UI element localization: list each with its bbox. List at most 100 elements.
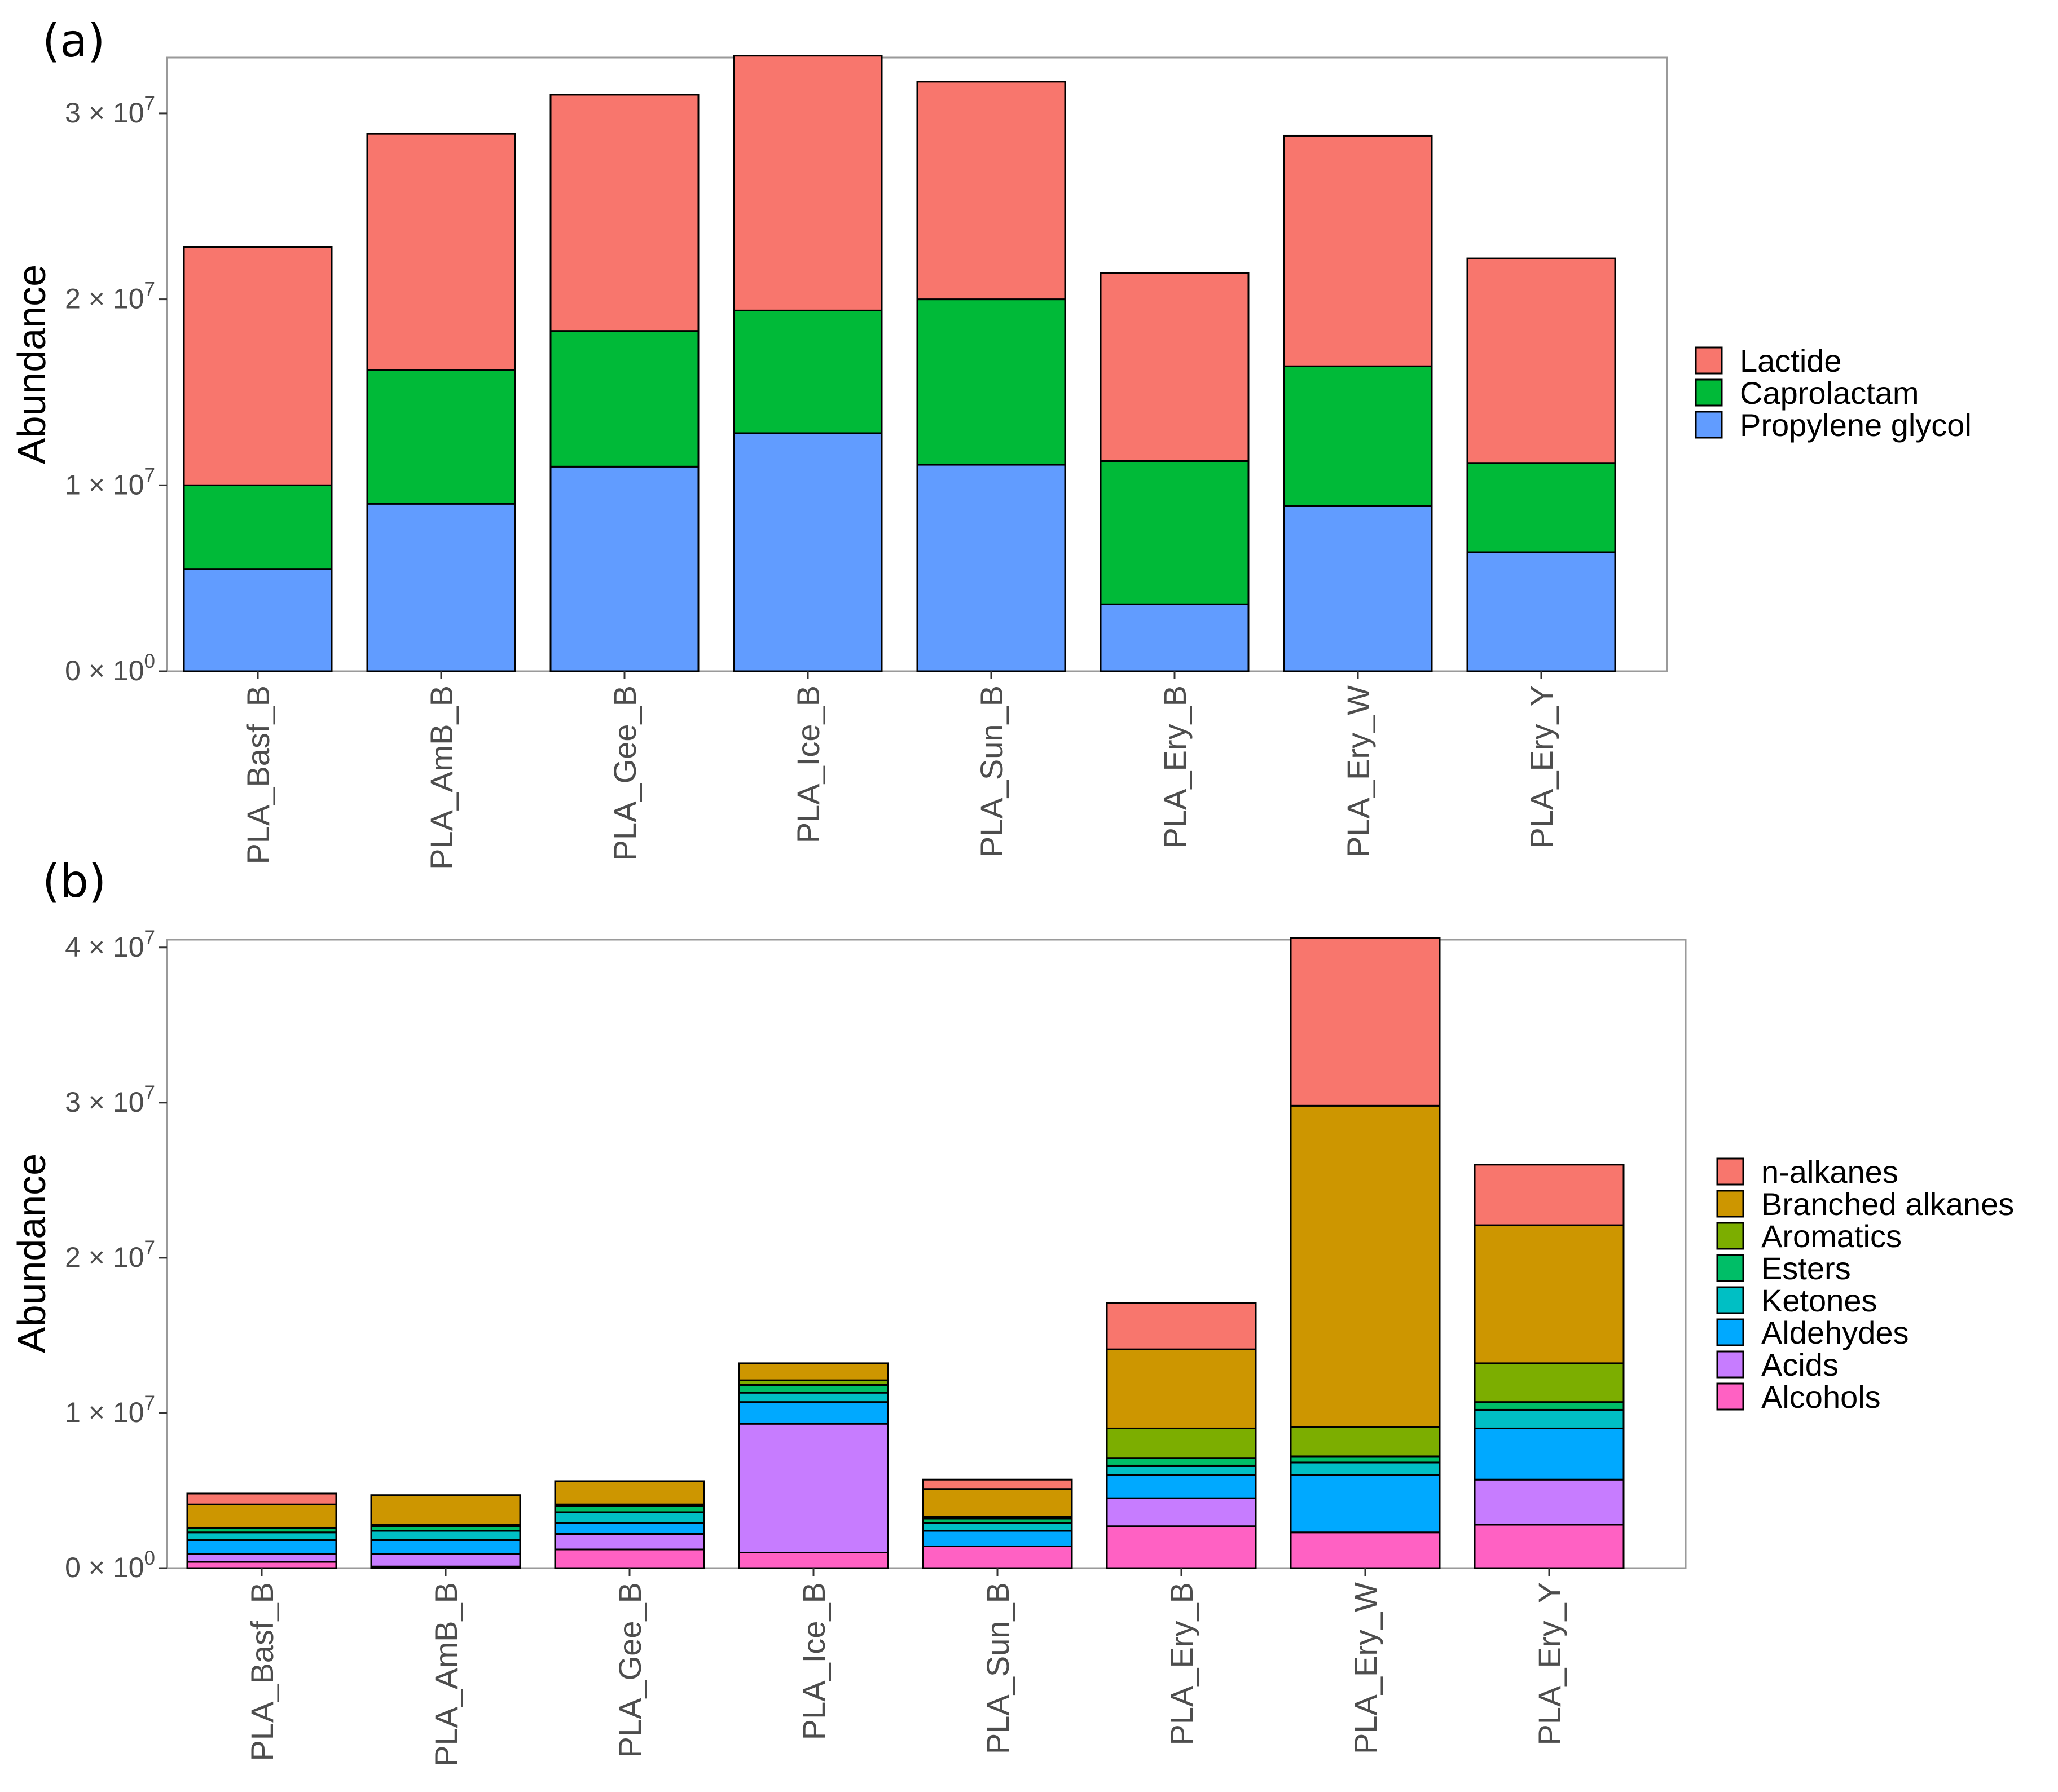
legend-label-alcohols: Alcohols (1761, 1379, 1881, 1415)
legend-label-propylene-glycol: Propylene glycol (1740, 407, 1972, 443)
legend-swatch-caprolactam (1695, 378, 1723, 407)
panel-a-x-axis: PLA_Basf_B PLA_AmB_B PLA_Gee_B PLA_Ice_B PLA… (240, 671, 1559, 870)
x-tick-label-pla-ery-w: PLA_Ery_W (1340, 685, 1376, 857)
legend-swatch-propylene-glycol (1695, 411, 1723, 439)
y-tick-mantissa: 3 (65, 97, 81, 129)
bar-segment-esters-pla-ery-y (1474, 1401, 1625, 1411)
bar-segment-ketones-pla-ery-b (1106, 1464, 1257, 1476)
bar-segment-lactide-pla-amb-b (366, 133, 516, 371)
bar-segment-esters-pla-gee-b (554, 1505, 705, 1513)
y-tick-label: 1 × 107 (65, 1392, 155, 1428)
legend-swatch-alcohols (1716, 1382, 1744, 1411)
bar-segment-aldehydes-pla-basf-b (186, 1539, 337, 1555)
legend-swatch-acids (1716, 1350, 1744, 1379)
bar-segment-caprolactam-pla-basf-b (183, 484, 333, 570)
bar-segment-ketones-pla-ery-w (1290, 1461, 1441, 1476)
y-tick-mantissa: 3 (65, 1086, 81, 1118)
y-tick-mantissa: 0 (65, 655, 81, 686)
panel-a-y-axis-title: Abundance (10, 265, 54, 464)
bar-segment-lactide-pla-ery-w (1283, 134, 1433, 367)
y-tick-exponent: 7 (144, 464, 155, 486)
y-tick-times: × 10 (81, 1552, 144, 1583)
legend-swatch-aldehydes (1716, 1318, 1744, 1346)
y-tick-mantissa: 2 (65, 1241, 81, 1273)
y-tick-exponent: 7 (144, 1082, 155, 1104)
bar-segment-ketones-pla-ery-y (1474, 1408, 1625, 1429)
x-tick-label-pla-basf-b: PLA_Basf_B (244, 1582, 280, 1762)
bar-segment-acids-pla-ery-y (1474, 1478, 1625, 1526)
panel-b-y-axis-title: Abundance (10, 1153, 54, 1353)
bar-segment-caprolactam-pla-ery-b (1100, 460, 1250, 605)
bar-segment-branched-alkanes-pla-gee-b (554, 1480, 705, 1505)
y-tick-label: 0 × 100 (65, 1547, 155, 1583)
bar-segment-lactide-pla-basf-b (183, 246, 333, 486)
y-tick-mantissa: 1 (65, 469, 81, 500)
legend-swatch-lactide (1695, 346, 1723, 375)
bar-segment-acids-pla-gee-b (554, 1533, 705, 1551)
bar-segment-aromatics-pla-ery-w (1290, 1426, 1441, 1458)
panel-a-label: (a) (42, 15, 105, 67)
bar-segment-branched-alkanes-pla-sun-b (922, 1488, 1073, 1518)
bar-segment-lactide-pla-ery-b (1100, 272, 1250, 462)
x-tick-label-pla-gee-b: PLA_Gee_B (607, 685, 643, 861)
bar-segment-aromatics-pla-ery-y (1474, 1362, 1625, 1403)
bar-segment-esters-pla-ery-w (1290, 1455, 1441, 1464)
panel-b-x-axis: PLA_Basf_B PLA_AmB_B PLA_Gee_B PLA_Ice_B PLA… (244, 1568, 1567, 1767)
bar-segment-alcohols-pla-sun-b (922, 1545, 1073, 1569)
legend-label-n-alkanes: n-alkanes (1761, 1154, 1898, 1190)
y-tick-times: × 10 (81, 655, 144, 686)
bar-segment-aldehydes-pla-ery-w (1290, 1474, 1441, 1534)
bar-segment-esters-pla-ery-b (1106, 1457, 1257, 1467)
legend-label-esters: Esters (1761, 1251, 1851, 1286)
bar-segment-propylene-glycol-pla-gee-b (549, 465, 700, 672)
bar-segment-caprolactam-pla-sun-b (916, 298, 1066, 466)
bar-segment-aldehydes-pla-gee-b (554, 1522, 705, 1535)
bar-segment-alcohols-pla-basf-b (186, 1561, 337, 1569)
bar-segment-lactide-pla-sun-b (916, 81, 1066, 301)
y-tick-exponent: 7 (144, 927, 155, 949)
bar-segment-acids-pla-basf-b (186, 1553, 337, 1563)
bar-segment-caprolactam-pla-ice-b (733, 309, 883, 434)
bar-segment-acids-pla-amb-b (370, 1553, 521, 1568)
y-tick-times: × 10 (81, 1397, 144, 1428)
y-tick-exponent: 7 (144, 1237, 155, 1259)
legend-label-caprolactam: Caprolactam (1740, 375, 1919, 411)
bar-segment-caprolactam-pla-ery-w (1283, 365, 1433, 507)
x-tick-label-pla-sun-b: PLA_Sun_B (974, 685, 1009, 857)
legend-label-branched-alkanes: Branched alkanes (1761, 1186, 2014, 1222)
bar-segment-n-alkanes-pla-ery-y (1474, 1164, 1625, 1226)
y-tick-label: 1 × 107 (65, 464, 155, 500)
bar-segment-branched-alkanes-pla-basf-b (186, 1503, 337, 1529)
bar-segment-aromatics-pla-ery-b (1106, 1427, 1257, 1459)
bar-segment-propylene-glycol-pla-ery-y (1466, 551, 1616, 672)
bar-segment-branched-alkanes-pla-ery-b (1106, 1348, 1257, 1429)
y-tick-exponent: 0 (144, 1547, 155, 1569)
bar-segment-propylene-glycol-pla-ery-b (1100, 603, 1250, 672)
legend-label-aromatics: Aromatics (1761, 1218, 1902, 1254)
legend-swatch-esters (1716, 1254, 1744, 1282)
bar-segment-ketones-pla-amb-b (370, 1530, 521, 1541)
y-tick-times: × 10 (81, 931, 144, 963)
bar-segment-branched-alkanes-pla-ice-b (738, 1362, 889, 1381)
bar-segment-alcohols-pla-ery-w (1290, 1531, 1441, 1569)
bar-segment-ketones-pla-gee-b (554, 1511, 705, 1524)
y-tick-times: × 10 (81, 97, 144, 129)
bar-segment-lactide-pla-ery-y (1466, 257, 1616, 464)
y-tick-label: 2 × 107 (65, 279, 155, 315)
y-tick-exponent: 7 (144, 1392, 155, 1414)
bar-segment-propylene-glycol-pla-amb-b (366, 503, 516, 672)
legend-swatch-n-alkanes (1716, 1157, 1744, 1186)
y-tick-times: × 10 (81, 1086, 144, 1118)
y-tick-exponent: 0 (144, 650, 155, 672)
y-tick-exponent: 7 (144, 279, 155, 301)
y-tick-label: 3 × 107 (65, 93, 155, 129)
y-tick-label: 0 × 100 (65, 650, 155, 686)
bar-segment-n-alkanes-pla-ery-b (1106, 1302, 1257, 1350)
bar-segment-ketones-pla-sun-b (922, 1522, 1073, 1532)
x-tick-label-pla-gee-b: PLA_Gee_B (612, 1582, 648, 1758)
bar-segment-branched-alkanes-pla-ery-w (1290, 1104, 1441, 1428)
